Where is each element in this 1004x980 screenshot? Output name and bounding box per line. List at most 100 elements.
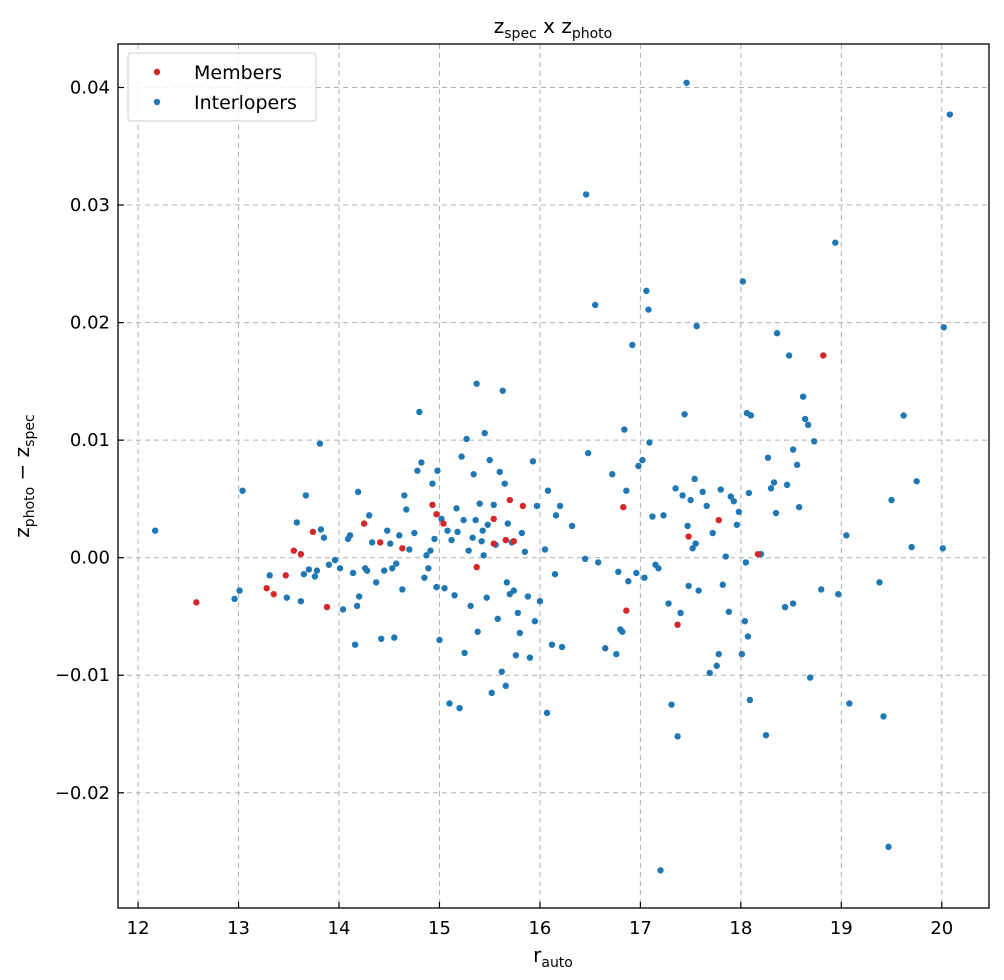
point-interlopers: [479, 527, 486, 534]
point-interlopers: [713, 662, 720, 670]
point-members: [685, 533, 692, 540]
point-interlopers: [469, 534, 476, 541]
point-interlopers: [747, 412, 755, 419]
point-members: [360, 520, 368, 527]
point-interlopers: [436, 636, 443, 644]
title-main: z: [494, 14, 505, 38]
point-members: [429, 501, 436, 508]
point-interlopers: [876, 579, 883, 586]
point-interlopers: [427, 547, 434, 554]
point-interlopers: [677, 609, 684, 617]
point-members: [715, 516, 722, 524]
point-interlopers: [481, 429, 488, 437]
y-axis-label: zphoto − zspec: [10, 414, 38, 537]
point-interlopers: [641, 574, 648, 581]
point-interlopers: [609, 471, 616, 478]
y-label-main1: z: [10, 527, 34, 538]
point-interlopers: [293, 519, 301, 526]
point-interlopers: [503, 579, 510, 586]
point-interlopers: [486, 456, 493, 464]
point-interlopers: [649, 513, 656, 520]
point-interlopers: [558, 643, 566, 651]
point-interlopers: [416, 408, 423, 416]
point-interlopers: [643, 287, 650, 295]
y-tick-label: 0.01: [70, 430, 110, 451]
point-interlopers: [699, 488, 706, 496]
point-interlopers: [368, 539, 376, 546]
point-interlopers: [456, 704, 463, 712]
point-members: [820, 352, 827, 359]
title-sub2: photo: [572, 26, 612, 42]
point-interlopers: [396, 532, 403, 539]
point-interlopers: [582, 191, 590, 198]
point-interlopers: [613, 650, 620, 658]
point-members: [620, 503, 627, 511]
point-interlopers: [770, 479, 778, 486]
point-members: [433, 511, 440, 518]
point-interlopers: [504, 520, 511, 527]
legend-box: [127, 52, 317, 122]
point-interlopers: [639, 456, 646, 464]
point-interlopers: [799, 393, 807, 400]
point-interlopers: [772, 509, 780, 517]
point-interlopers: [316, 440, 324, 447]
point-interlopers: [460, 516, 467, 524]
point-interlopers: [311, 573, 319, 580]
point-members: [502, 536, 509, 544]
point-interlopers: [615, 568, 622, 575]
plot-frame: [117, 43, 990, 909]
y-tick-label: −0.02: [55, 783, 110, 804]
point-interlopers: [473, 380, 480, 387]
point-members: [674, 621, 681, 628]
point-interlopers: [521, 548, 529, 556]
point-interlopers: [623, 487, 630, 494]
point-interlopers: [266, 572, 273, 579]
point-interlopers: [151, 527, 159, 534]
point-interlopers: [494, 615, 501, 623]
point-interlopers: [425, 565, 432, 572]
point-interlopers: [621, 426, 628, 433]
point-interlopers: [533, 502, 541, 510]
point-interlopers: [501, 480, 508, 487]
point-interlopers: [801, 415, 809, 423]
point-interlopers: [478, 538, 485, 545]
point-interlopers: [349, 569, 357, 577]
point-interlopers: [625, 578, 632, 585]
point-interlopers: [536, 597, 544, 605]
point-interlopers: [655, 565, 662, 572]
point-interlopers: [300, 570, 308, 578]
chart-title: zspec x zphoto: [494, 14, 612, 42]
point-interlopers: [488, 689, 495, 697]
point-members: [399, 545, 406, 552]
point-interlopers: [695, 587, 702, 594]
point-interlopers: [843, 532, 850, 539]
point-interlopers: [908, 543, 915, 551]
point-interlopers: [283, 594, 290, 601]
point-interlopers: [832, 239, 839, 246]
x-tick-label: 18: [729, 918, 752, 939]
point-interlopers: [668, 701, 675, 708]
point-interlopers: [313, 567, 321, 574]
point-interlopers: [239, 487, 246, 494]
point-interlopers: [461, 649, 468, 657]
point-interlopers: [496, 468, 503, 476]
point-interlopers: [804, 421, 812, 429]
point-interlopers: [722, 553, 729, 560]
point-members: [309, 528, 317, 536]
y-tick-label: 0.03: [70, 195, 110, 216]
point-interlopers: [946, 111, 954, 118]
point-interlopers: [480, 552, 487, 559]
point-interlopers: [591, 301, 599, 309]
axes: 12 13 14 15 16 17 18 19 20 −0.02 −0.01 0.00 0.01 0.02…: [55, 43, 990, 939]
y-tick-label: 0.00: [70, 548, 110, 569]
point-interlopers: [387, 540, 394, 547]
point-interlopers: [835, 590, 842, 598]
point-interlopers: [660, 512, 667, 519]
point-interlopers: [685, 582, 692, 590]
point-interlopers: [846, 700, 853, 707]
point-interlopers: [793, 461, 801, 469]
point-interlopers: [297, 597, 305, 605]
point-members: [473, 563, 480, 571]
point-interlopers: [403, 506, 410, 513]
